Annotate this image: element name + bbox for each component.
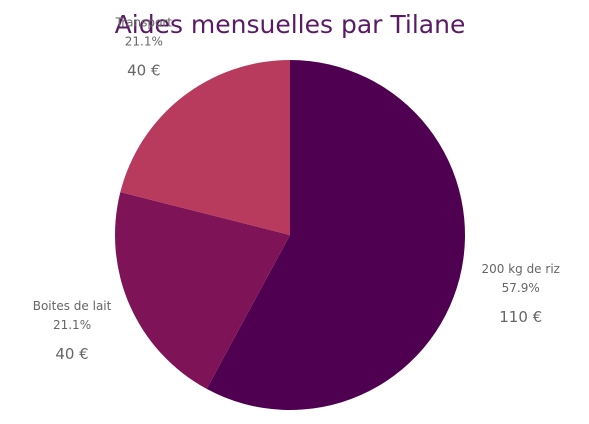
pie-slice bbox=[114, 192, 290, 389]
pie-slice bbox=[206, 60, 465, 410]
slice-category: Boites de lait bbox=[33, 299, 112, 313]
slice-category: 200 kg de riz bbox=[481, 262, 559, 276]
slice-percentage: 57.9% bbox=[502, 281, 540, 295]
pie-slice bbox=[120, 60, 290, 235]
slice-percentage: 21.1% bbox=[53, 318, 91, 332]
slice-percentage: 21.1% bbox=[125, 35, 163, 49]
slice-value: 110 € bbox=[499, 308, 542, 326]
slice-category: Transport bbox=[115, 16, 173, 30]
slice-value: 40 € bbox=[55, 345, 88, 363]
slice-value: 40 € bbox=[127, 62, 160, 80]
chart-title: Aides mensuelles par Tilane bbox=[115, 10, 466, 39]
